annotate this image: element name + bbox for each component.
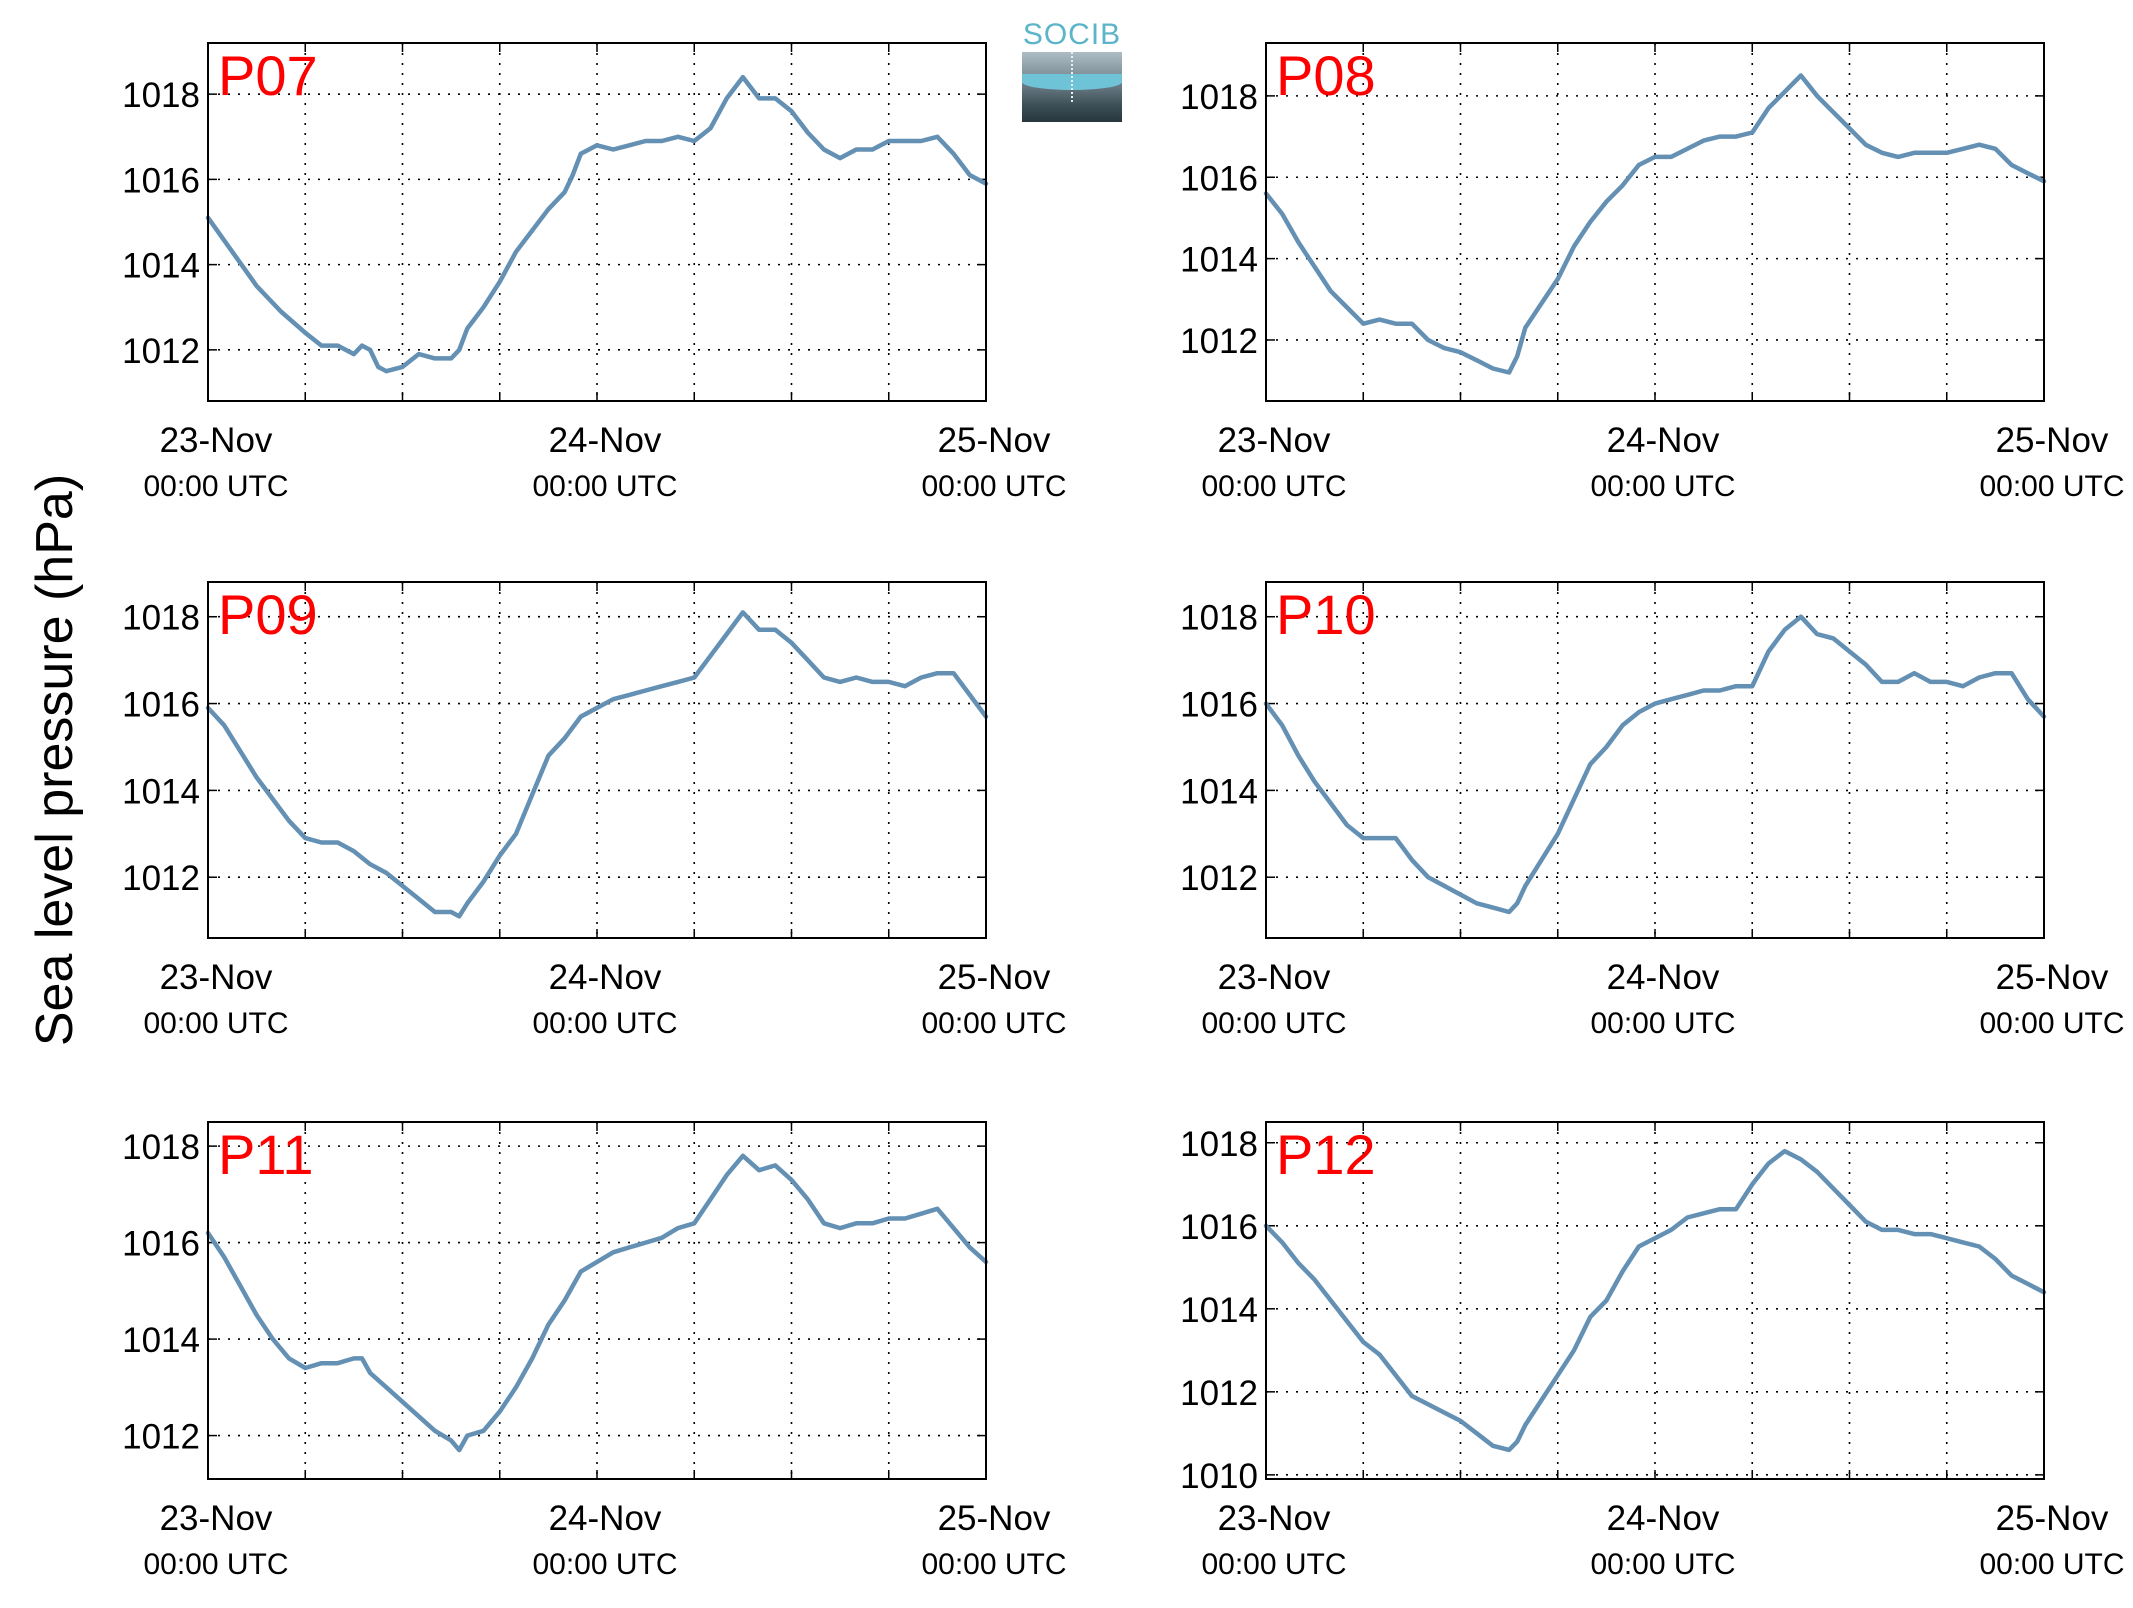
panel-p09: 1012 1014 1016 1018 23-Nov 00:00 UTC 24-Nov 00:… (122, 581, 1067, 1040)
panel-label: P10 (1276, 583, 1376, 646)
y-tick-label: 1018 (122, 1128, 200, 1167)
x-tick-label-date: 23-Nov (160, 421, 273, 460)
x-tick-label-date: 24-Nov (1607, 1499, 1720, 1538)
x-tick-label-date: 25-Nov (938, 421, 1051, 460)
panel-p07: 1012 1014 1016 1018 23-Nov 00:00 UTC 24-Nov 00:… (122, 42, 1067, 503)
y-tick-label: 1018 (1180, 78, 1258, 117)
x-tick-label-date: 23-Nov (1218, 958, 1331, 997)
x-tick-label-time: 00:00 UTC (921, 470, 1066, 503)
y-tick-label: 1018 (122, 76, 200, 115)
pressure-series-line (1263, 1148, 2047, 1453)
y-tick-label: 1012 (1180, 322, 1258, 361)
x-tick-label-time: 00:00 UTC (143, 1548, 288, 1581)
panel-label: P08 (1276, 44, 1376, 107)
x-tick-label-date: 25-Nov (1996, 1499, 2109, 1538)
x-tick-label-time: 00:00 UTC (1590, 1548, 1735, 1581)
plot-frame (207, 581, 987, 939)
y-tick-label: 1014 (122, 772, 200, 811)
y-tick-label: 1016 (122, 686, 200, 725)
plot-frame (207, 1121, 987, 1480)
panel-p08: 1012 1014 1016 1018 23-Nov 00:00 UTC 24-Nov 00:… (1180, 42, 2125, 503)
x-tick-label-time: 00:00 UTC (921, 1007, 1066, 1040)
y-tick-label: 1018 (1180, 1125, 1258, 1164)
y-axis-label: Sea level pressure (hPa) (26, 474, 84, 1046)
x-tick-label-time: 00:00 UTC (143, 1007, 288, 1040)
x-tick-label-date: 25-Nov (1996, 421, 2109, 460)
x-tick-label-time: 00:00 UTC (1201, 1548, 1346, 1581)
x-tick-label-time: 00:00 UTC (1979, 1007, 2124, 1040)
y-tick-label: 1014 (122, 1321, 200, 1360)
pressure-series-line (1263, 73, 2047, 375)
y-tick-label: 1018 (1180, 599, 1258, 638)
panel-label: P12 (1276, 1123, 1376, 1186)
panel-p10: 1012 1014 1016 1018 23-Nov 00:00 UTC 24-Nov 00:… (1180, 581, 2125, 1040)
x-tick-label-time: 00:00 UTC (532, 470, 677, 503)
x-tick-label-time: 00:00 UTC (1590, 470, 1735, 503)
pressure-series-line (205, 610, 989, 919)
x-tick-label-time: 00:00 UTC (1590, 1007, 1735, 1040)
x-tick-label-date: 23-Nov (160, 1499, 273, 1538)
x-tick-label-date: 25-Nov (938, 1499, 1051, 1538)
x-tick-label-time: 00:00 UTC (1201, 1007, 1346, 1040)
y-tick-label: 1016 (1180, 686, 1258, 725)
panel-label: P07 (218, 44, 318, 107)
logo-graphic (1022, 52, 1122, 122)
x-tick-label-date: 24-Nov (549, 958, 662, 997)
x-tick-label-date: 24-Nov (549, 1499, 662, 1538)
x-tick-label-date: 24-Nov (1607, 958, 1720, 997)
y-tick-label: 1014 (1180, 772, 1258, 811)
x-tick-label-date: 24-Nov (1607, 421, 1720, 460)
logo-text: SOCIB (1022, 18, 1122, 51)
plot-frame (1265, 1121, 2045, 1480)
x-tick-label-date: 24-Nov (549, 421, 662, 460)
y-tick-label: 1014 (1180, 1291, 1258, 1330)
y-tick-label: 1016 (1180, 1208, 1258, 1247)
y-tick-label: 1012 (1180, 1374, 1258, 1413)
y-tick-label: 1016 (122, 1225, 200, 1264)
plot-frame (207, 42, 987, 402)
logo-dotted-line (1071, 52, 1073, 102)
plot-frame (1265, 581, 2045, 939)
x-tick-label-time: 00:00 UTC (1979, 470, 2124, 503)
panel-label: P11 (218, 1123, 313, 1186)
y-tick-label: 1014 (1180, 241, 1258, 280)
x-tick-label-time: 00:00 UTC (1201, 470, 1346, 503)
panel-p12: 1010 1012 1014 1016 1018 23-Nov 00:00 UTC 24-No… (1180, 1121, 2125, 1581)
x-tick-label-date: 23-Nov (160, 958, 273, 997)
y-tick-label: 1018 (122, 599, 200, 638)
x-tick-label-date: 25-Nov (1996, 958, 2109, 997)
y-tick-label: 1012 (122, 1418, 200, 1457)
y-tick-label: 1012 (122, 332, 200, 371)
plot-frame (1265, 42, 2045, 402)
y-tick-label: 1012 (122, 859, 200, 898)
pressure-series-line (205, 74, 989, 374)
y-tick-label: 1016 (122, 161, 200, 200)
y-tick-label: 1016 (1180, 159, 1258, 198)
x-tick-label-time: 00:00 UTC (143, 470, 288, 503)
y-tick-label: 1010 (1180, 1457, 1258, 1496)
x-tick-label-date: 25-Nov (938, 958, 1051, 997)
panel-label: P09 (218, 583, 318, 646)
pressure-series-line (205, 1153, 989, 1453)
chart-panels: 1012 1014 1016 1018 23-Nov 00:00 UTC 24-Nov 00:… (122, 42, 2125, 1581)
x-tick-label-date: 23-Nov (1218, 421, 1331, 460)
pressure-series-line (1263, 614, 2047, 915)
panel-p11: 1012 1014 1016 1018 23-Nov 00:00 UTC 24-Nov 00:… (122, 1121, 1067, 1581)
y-tick-label: 1014 (122, 247, 200, 286)
socib-logo: SOCIB (1022, 18, 1122, 122)
x-tick-label-time: 00:00 UTC (532, 1007, 677, 1040)
x-tick-label-time: 00:00 UTC (1979, 1548, 2124, 1581)
x-tick-label-time: 00:00 UTC (532, 1548, 677, 1581)
x-tick-label-time: 00:00 UTC (921, 1548, 1066, 1581)
y-tick-label: 1012 (1180, 859, 1258, 898)
x-tick-label-date: 23-Nov (1218, 1499, 1331, 1538)
